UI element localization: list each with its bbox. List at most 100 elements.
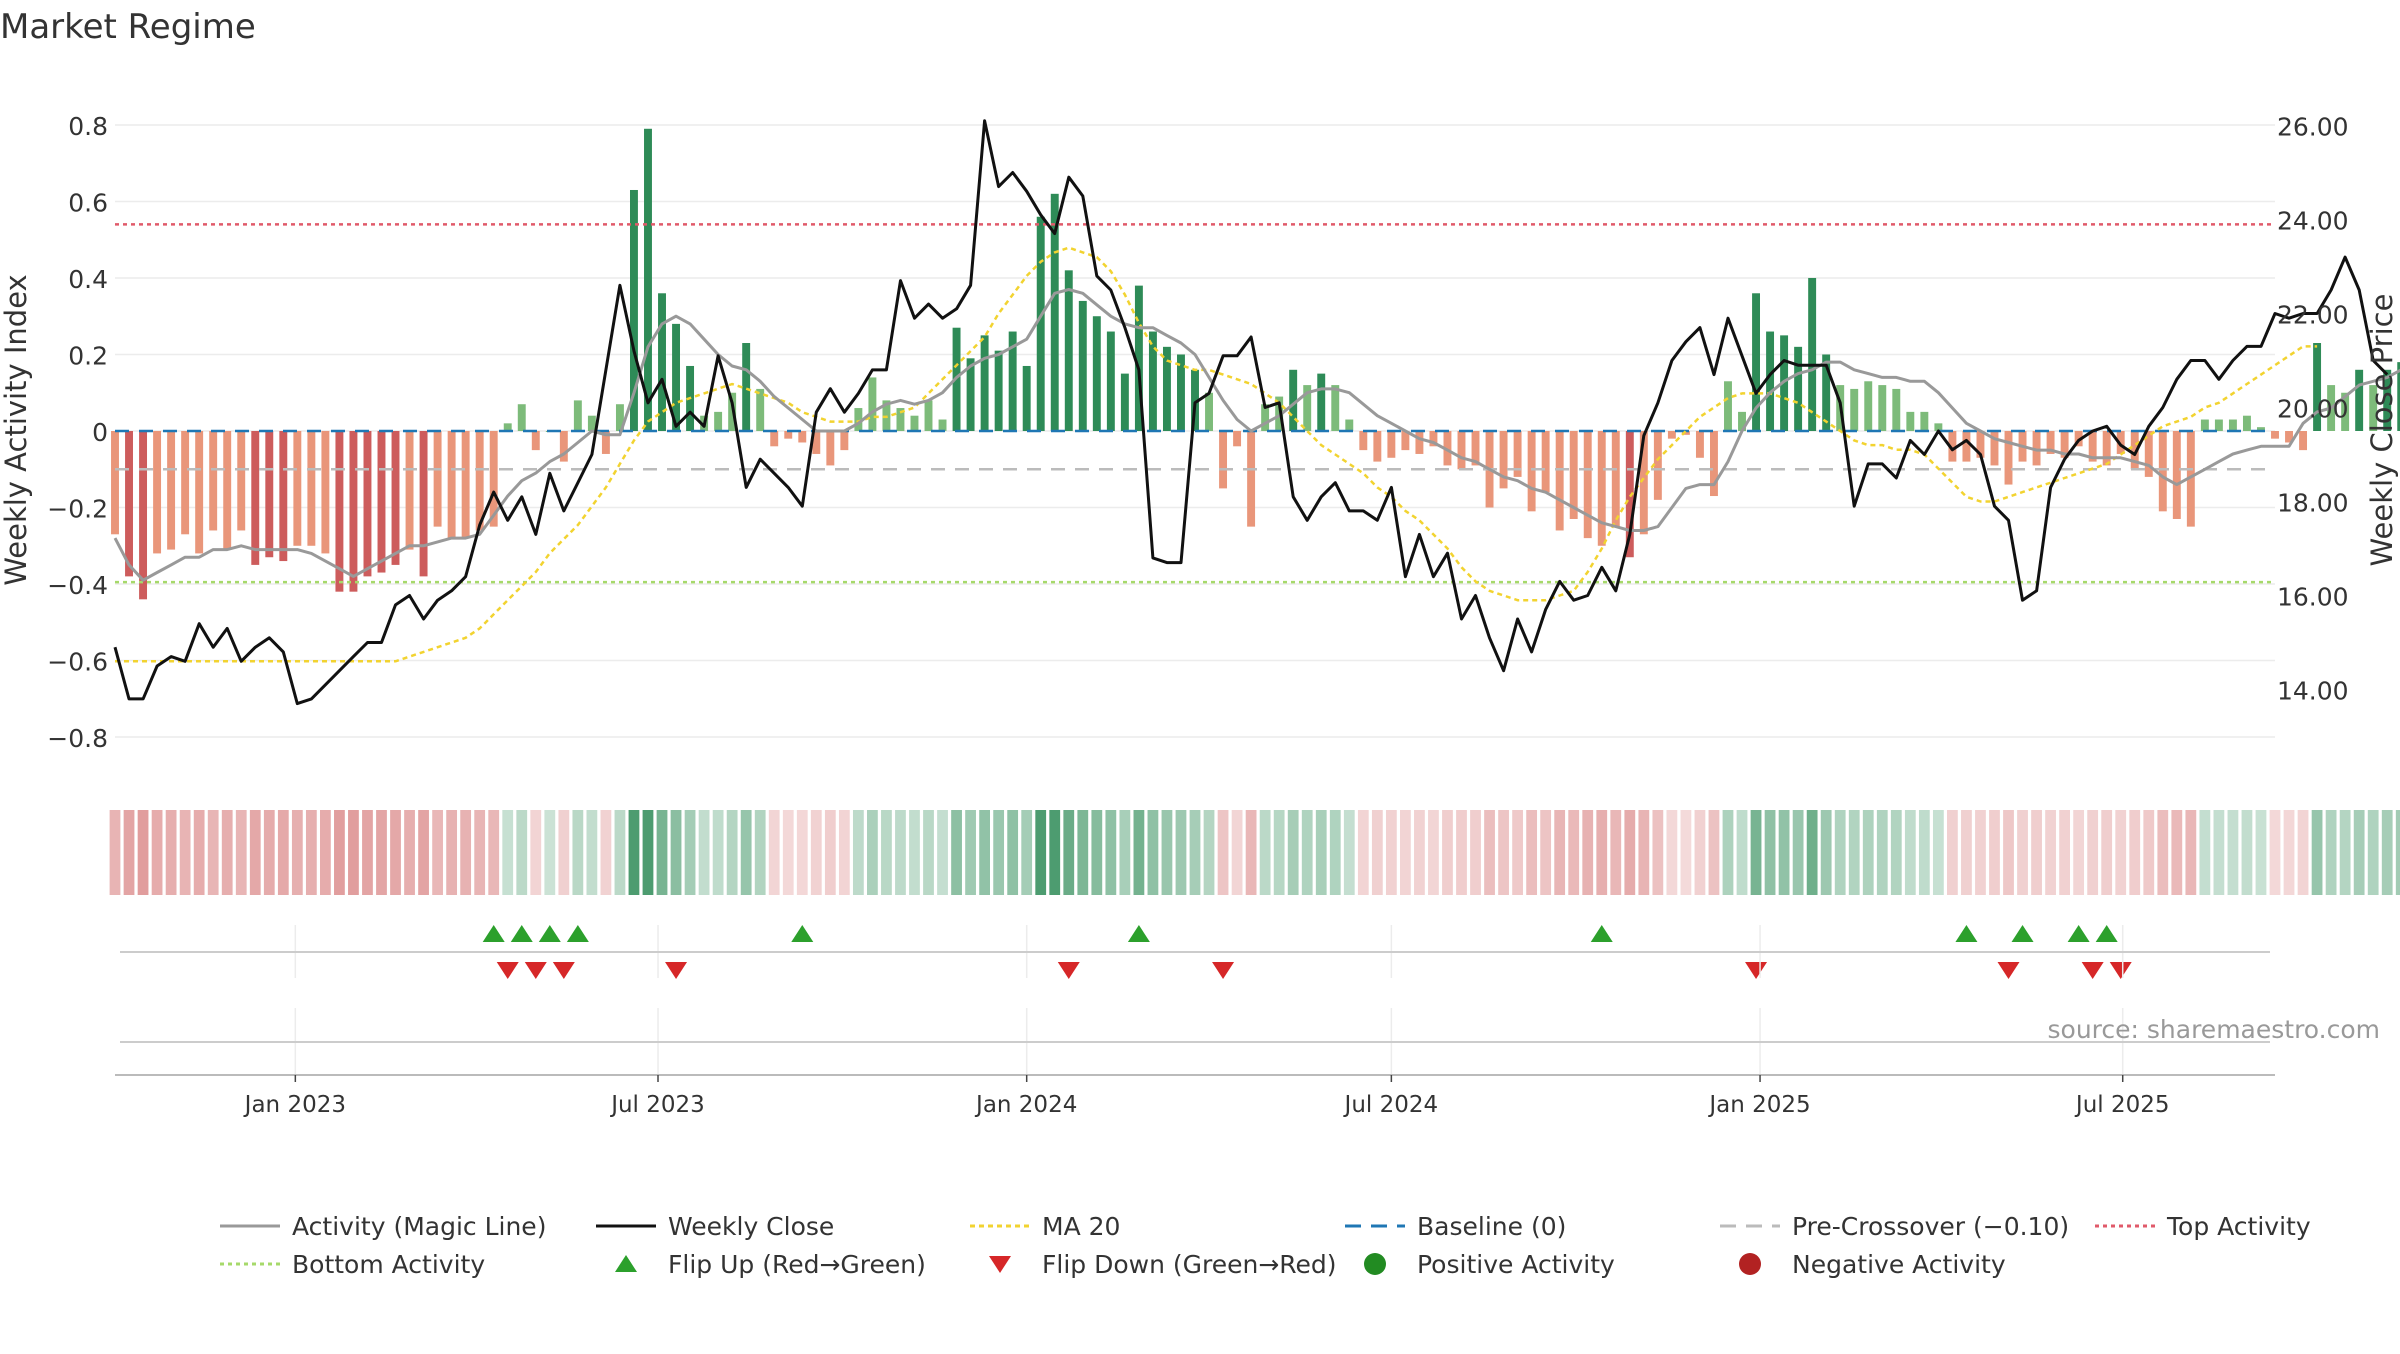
magic-line <box>113 288 2400 582</box>
activity-bar <box>1443 431 1452 466</box>
regime-cell <box>404 810 415 895</box>
regime-cell <box>1975 810 1986 895</box>
regime-cell <box>1007 810 1019 895</box>
flip-up-marker <box>791 925 814 942</box>
activity-bar <box>742 343 751 431</box>
activity-bar <box>615 404 624 431</box>
regime-cell <box>516 810 528 895</box>
regime-cell <box>502 810 514 895</box>
regime-cell <box>2115 810 2127 895</box>
activity-bar <box>1920 411 1929 431</box>
regime-cell <box>712 810 724 895</box>
regime-cell <box>881 810 892 895</box>
activity-bar <box>2116 431 2125 454</box>
regime-cell <box>1414 810 1425 895</box>
legend-flip-up-swatch <box>615 1255 637 1272</box>
activity-bar <box>461 431 470 539</box>
activity-bar <box>1177 354 1185 431</box>
activity-bar <box>1555 431 1564 531</box>
flip-down-marker <box>1057 962 1080 979</box>
regime-cell <box>838 810 850 895</box>
activity-bar <box>1724 381 1732 431</box>
regime-cell <box>2255 810 2267 895</box>
regime-cell <box>1217 810 1229 895</box>
regime-cell <box>1357 810 1369 895</box>
regime-cell <box>586 810 598 895</box>
activity-bar <box>2032 431 2041 466</box>
regime-cell <box>1848 810 1860 895</box>
regime-cell <box>1680 810 1692 895</box>
flip-down-marker <box>2081 962 2104 979</box>
left-axis-ticks: 0.8 0.6 0.4 0.2 0 −0.2 −0.4 −0.6 −0.8 <box>47 112 108 753</box>
activity-bar <box>237 431 246 531</box>
regime-cell <box>979 810 991 895</box>
activity-bar <box>1050 193 1059 431</box>
regime-cell <box>796 810 808 895</box>
activity-bar <box>335 431 344 592</box>
reference-lines <box>115 223 2275 584</box>
activity-bar <box>1317 373 1326 431</box>
activity-bar <box>1205 392 1213 431</box>
regime-cell <box>1063 810 1075 895</box>
activity-bar <box>1878 385 1887 431</box>
activity-bar <box>1569 431 1578 519</box>
bottom-panel <box>115 925 2275 1076</box>
regime-cell <box>951 810 962 895</box>
regime-cell <box>207 810 219 895</box>
activity-bar <box>2242 415 2251 431</box>
activity-bar <box>2158 431 2167 512</box>
legend-label: Baseline (0) <box>1417 1212 1566 1241</box>
activity-bar <box>1387 431 1396 458</box>
regime-cell <box>1343 810 1355 895</box>
regime-cell <box>1189 810 1201 895</box>
regime-cell <box>348 810 359 895</box>
regime-cell <box>2017 810 2028 895</box>
activity-bar <box>1541 431 1550 493</box>
regime-cell <box>1750 810 1762 895</box>
activity-bar <box>1513 431 1522 477</box>
left-tick-label: 0.4 <box>68 265 108 294</box>
legend-label: Pre-Crossover (−0.10) <box>1792 1212 2069 1241</box>
activity-bar <box>1709 431 1718 497</box>
regime-cell <box>221 810 233 895</box>
regime-cell <box>656 810 668 895</box>
activity-bar <box>223 431 232 550</box>
legend-positive-swatch <box>1364 1253 1386 1275</box>
regime-cell <box>1105 810 1117 895</box>
regime-cell <box>2129 810 2141 895</box>
activity-bar <box>756 388 765 431</box>
regime-cell <box>249 810 261 895</box>
activity-bar <box>2200 419 2209 431</box>
regime-cell <box>1624 810 1636 895</box>
regime-cell <box>109 810 121 895</box>
regime-cell <box>1918 810 1930 895</box>
regime-cell <box>544 810 556 895</box>
regime-cell <box>993 810 1005 895</box>
activity-bar <box>1611 431 1620 527</box>
regime-cell <box>165 810 177 895</box>
regime-cell <box>2213 810 2225 895</box>
activity-bar <box>854 408 863 431</box>
activity-bar <box>1303 385 1312 431</box>
activity-bar <box>629 189 638 431</box>
flip-up-marker <box>482 925 505 942</box>
left-tick-label: 0.8 <box>68 112 108 141</box>
right-axis-ticks: 26.00 24.00 22.00 20.00 18.00 16.00 14.00 <box>2277 113 2349 706</box>
left-tick-label: 0.2 <box>68 341 108 370</box>
activity-bar <box>1415 431 1424 454</box>
right-tick-label: 16.00 <box>2277 583 2349 612</box>
activity-bar <box>2004 431 2013 485</box>
regime-cell <box>2311 810 2323 895</box>
regime-cell <box>1806 810 1818 895</box>
regime-cell <box>2269 810 2281 895</box>
activity-bar <box>2102 431 2111 466</box>
legend-label: Negative Activity <box>1792 1250 2006 1279</box>
activity-bar <box>1864 381 1873 431</box>
regime-cell <box>2297 810 2309 895</box>
regime-cell <box>1133 810 1145 895</box>
regime-cell <box>1652 810 1664 895</box>
regime-cell <box>1049 810 1061 895</box>
activity-bar <box>1695 431 1704 458</box>
activity-bar <box>1092 316 1101 431</box>
activity-bar <box>1625 431 1634 558</box>
